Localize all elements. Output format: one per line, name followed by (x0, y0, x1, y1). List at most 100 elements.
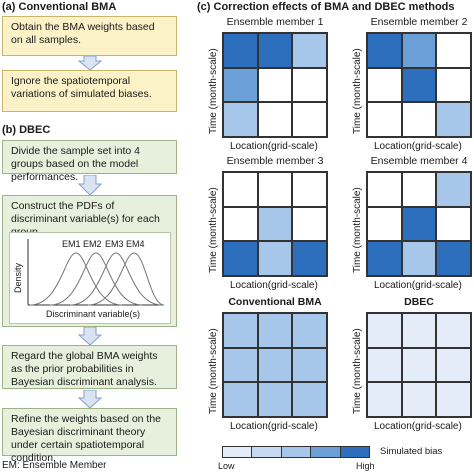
grid-xlabel: Location(grid-scale) (230, 141, 318, 152)
panel-b-title: (b) DBEC (2, 124, 51, 136)
grid-cell (292, 241, 327, 276)
grid-cell (257, 206, 293, 242)
grid-ylabel: Time (month-scale) (208, 48, 219, 134)
grid-cell (292, 313, 327, 348)
grid-cell (223, 347, 258, 383)
grid-xlabel: Location(grid-scale) (230, 280, 318, 291)
pdf-label-em1: EM1 (62, 239, 81, 249)
dbec-step-4-box: Refine the weights based on the Bayesian… (2, 408, 177, 464)
grid-cell (257, 241, 293, 276)
pdf-curve-em1 (29, 252, 123, 306)
grid-cell (436, 313, 471, 348)
grid-cell (367, 33, 402, 68)
grid-title: Conventional BMA (228, 296, 322, 308)
grid-cell (292, 347, 327, 383)
pdf-label-em4: EM4 (126, 239, 145, 249)
grid-cell (367, 206, 402, 242)
grid-cell (292, 206, 327, 242)
grid-cell (257, 102, 293, 137)
pdf-label-em2: EM2 (83, 239, 102, 249)
grid-cell (436, 347, 471, 383)
grid-xlabel: Location(grid-scale) (374, 280, 462, 291)
pdf-curve-em3 (69, 252, 163, 306)
dbec-step-4-text: Refine the weights based on the Bayesian… (11, 413, 162, 464)
bma-step-1-box: Obtain the BMA weights based on all samp… (2, 16, 177, 56)
bma-step-2-box: Ignore the spatiotemporal variations of … (2, 70, 177, 112)
grid-cell (367, 241, 402, 276)
grid-cell (401, 313, 437, 348)
legend-label: Simulated bias (380, 446, 443, 457)
down-arrow-icon (78, 175, 102, 195)
footnote: EM: Ensemble Member (2, 460, 107, 471)
dbec-step-3-box: Regard the global BMA weights as the pri… (2, 345, 177, 389)
bma-step-2-text: Ignore the spatiotemporal variations of … (11, 75, 152, 100)
pdf-plot-area: EM1 EM2 EM3 EM4 Density Discriminant var… (9, 232, 171, 324)
grid-cell (436, 102, 471, 137)
grid-cell (223, 102, 258, 137)
grid-cell (257, 313, 293, 348)
legend-swatch (310, 447, 340, 457)
bias-grid (222, 171, 328, 277)
dbec-step-3-text: Regard the global BMA weights as the pri… (11, 350, 158, 388)
down-arrow-icon (78, 327, 102, 345)
grid-cell (401, 347, 437, 383)
grid-ylabel: Time (month-scale) (208, 187, 219, 273)
grid-cell (292, 382, 327, 417)
panel-c-title: (c) Correction effects of BMA and DBEC m… (197, 1, 455, 13)
grid-xlabel: Location(grid-scale) (230, 421, 318, 432)
pdf-label-em3: EM3 (105, 239, 124, 249)
dbec-step-1-box: Divide the sample set into 4 groups base… (2, 140, 177, 183)
grid-cell (257, 382, 293, 417)
grid-cell (401, 67, 437, 103)
grid-cell (223, 172, 258, 207)
grid-cell (223, 33, 258, 68)
bias-grid (222, 312, 328, 418)
grid-cell (223, 67, 258, 103)
grid-title: Ensemble member 1 (226, 16, 324, 28)
grid-cell (223, 382, 258, 417)
grid-cell (223, 206, 258, 242)
grid-ylabel: Time (month-scale) (352, 187, 363, 273)
legend-swatch (280, 447, 311, 457)
grid-cell (367, 102, 402, 137)
down-arrow-icon (78, 390, 102, 408)
grid-xlabel: Location(grid-scale) (374, 421, 462, 432)
pdf-ylabel: Density (13, 262, 23, 293)
grid-cell (401, 206, 437, 242)
grid-cell (401, 102, 437, 137)
bias-grid (366, 171, 472, 277)
grid-cell (436, 206, 471, 242)
grid-cell (367, 172, 402, 207)
legend-swatch (251, 447, 281, 457)
dbec-step-2-box: Construct the PDFs of discriminant varia… (2, 195, 177, 327)
grid-cell (367, 67, 402, 103)
grid-cell (223, 241, 258, 276)
grid-cell (292, 102, 327, 137)
grid-cell (367, 347, 402, 383)
panel-a-title: (a) Conventional BMA (2, 1, 117, 13)
pdf-xlabel: Discriminant variable(s) (46, 309, 141, 319)
grid-cell (367, 382, 402, 417)
bma-step-1-text: Obtain the BMA weights based on all samp… (11, 21, 155, 46)
legend-swatch (339, 447, 370, 457)
grid-cell (257, 33, 293, 68)
legend-swatch (223, 447, 252, 457)
bias-grid (222, 32, 328, 138)
grid-ylabel: Time (month-scale) (352, 48, 363, 134)
pdf-curve-em2 (49, 252, 143, 306)
legend-colorbar (222, 446, 370, 458)
pdf-curve-em4 (87, 252, 165, 306)
grid-cell (292, 67, 327, 103)
bias-grid (366, 312, 472, 418)
grid-ylabel: Time (month-scale) (208, 328, 219, 414)
bias-grid (366, 32, 472, 138)
grid-cell (292, 172, 327, 207)
grid-xlabel: Location(grid-scale) (374, 141, 462, 152)
grid-title: Ensemble member 2 (370, 16, 468, 28)
grid-cell (401, 172, 437, 207)
legend-low-label: Low (218, 461, 235, 471)
legend-high-label: High (356, 461, 375, 471)
grid-cell (257, 172, 293, 207)
grid-cell (436, 382, 471, 417)
grid-cell (223, 313, 258, 348)
